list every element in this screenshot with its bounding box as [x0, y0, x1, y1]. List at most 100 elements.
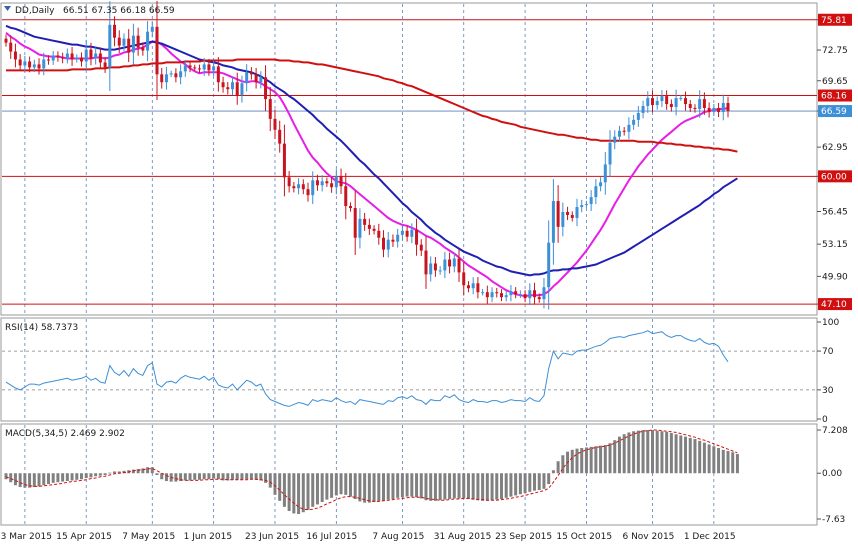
macd-histogram-bar	[80, 473, 84, 480]
candle-body	[448, 259, 452, 267]
macd-histogram-bar	[551, 470, 555, 474]
macd-histogram-bar	[249, 473, 253, 480]
candle-body	[37, 64, 41, 69]
candle-body	[551, 201, 555, 243]
candle-body	[693, 107, 697, 109]
chevron-down-icon[interactable]	[4, 6, 11, 11]
macd-histogram-bar	[462, 473, 466, 499]
macd-histogram-bar	[56, 473, 60, 483]
macd-histogram-bar	[65, 473, 69, 482]
macd-histogram-bar	[712, 446, 716, 474]
candle-body	[70, 53, 74, 60]
macd-histogram-bar	[537, 473, 541, 491]
macd-title: MACD(5,34,5) 2.469 2.902	[5, 429, 125, 439]
macd-histogram-bar	[707, 444, 711, 474]
macd-histogram-bar	[13, 473, 17, 486]
candle-body	[674, 98, 678, 108]
macd-histogram-bar	[315, 473, 319, 505]
candle-body	[188, 65, 192, 68]
macd-histogram-bar	[273, 473, 277, 495]
candle-body	[65, 53, 69, 59]
x-tick-label: 23 Sep 2015	[495, 532, 552, 542]
candle-body	[570, 214, 574, 218]
macd-histogram-bar	[146, 467, 150, 474]
macd-histogram-bar	[570, 449, 574, 474]
candle-body	[32, 64, 36, 68]
candle-body	[51, 55, 55, 61]
macd-histogram-bar	[542, 473, 546, 489]
candle-body	[348, 206, 352, 209]
candle-body	[306, 189, 310, 196]
macd-histogram-bar	[613, 440, 617, 474]
level-price-label: 68.16	[821, 92, 847, 102]
macd-histogram-bar	[28, 473, 32, 488]
macd-histogram-bar	[231, 473, 235, 480]
candle-body	[84, 49, 88, 62]
macd-histogram-bar	[646, 430, 650, 474]
candle-body	[249, 72, 253, 75]
ohlc-readout: 66.51 67.35 66.18 66.59	[63, 6, 175, 16]
candle-body	[617, 130, 621, 137]
macd-histogram-bar	[429, 473, 433, 501]
macd-histogram-bar	[424, 473, 428, 501]
macd-histogram-bar	[509, 473, 513, 497]
macd-histogram-bar	[344, 473, 348, 495]
candle-body	[330, 183, 334, 188]
macd-histogram-bar	[32, 473, 36, 488]
candle-body	[509, 291, 513, 296]
x-tick-label: 1 Dec 2015	[684, 532, 736, 542]
candle-body	[353, 208, 357, 238]
candle-body	[627, 124, 631, 132]
macd-histogram-bar	[679, 435, 683, 474]
macd-histogram-bar	[188, 473, 192, 481]
macd-histogram-bar	[622, 434, 626, 474]
candle-body	[174, 73, 178, 78]
candle-body	[245, 72, 249, 84]
macd-histogram-bar	[688, 437, 692, 474]
candle-body	[499, 293, 503, 298]
macd-histogram-bar	[410, 473, 414, 497]
candle-body	[726, 103, 730, 111]
candle-body	[122, 38, 126, 46]
candle-body	[136, 35, 140, 48]
macd-histogram-bar	[235, 473, 239, 480]
macd-histogram-bar	[108, 472, 112, 474]
candle-body	[113, 24, 117, 38]
macd-histogram-bar	[348, 473, 352, 497]
candle-body	[457, 258, 461, 273]
macd-histogram-bar	[160, 473, 164, 480]
candle-body	[462, 272, 466, 286]
candle-body	[660, 96, 664, 102]
macd-histogram-bar	[674, 434, 678, 474]
macd-histogram-bar	[438, 473, 442, 501]
macd-histogram-bar	[245, 473, 249, 480]
macd-histogram-bar	[207, 473, 211, 480]
macd-histogram-bar	[547, 473, 551, 485]
macd-histogram-bar	[4, 473, 8, 480]
macd-histogram-bar	[46, 473, 50, 485]
x-tick-label: 1 Jun 2015	[184, 532, 232, 542]
macd-histogram-bar	[131, 469, 135, 474]
macd-panel: 7.208 0.00 -7.63	[4, 426, 848, 525]
macd-histogram-bar	[726, 451, 730, 474]
candle-body	[636, 112, 640, 120]
candle-body	[443, 259, 447, 271]
macd-histogram-bar	[117, 471, 121, 474]
macd-histogram-bar	[669, 433, 673, 474]
macd-histogram-bar	[735, 454, 739, 474]
y-tick-label: 56.45	[822, 207, 848, 217]
macd-histogram-bar	[632, 431, 636, 474]
level-price-tag	[818, 89, 852, 102]
current-price-label: 66.59	[821, 107, 847, 117]
candle-body	[259, 77, 263, 83]
candle-body	[490, 292, 494, 298]
macd-histogram-bar	[197, 473, 201, 480]
macd-histogram-bar	[594, 446, 598, 474]
candle-body	[146, 31, 150, 51]
candle-body	[438, 270, 442, 272]
candle-body	[665, 96, 669, 105]
macd-histogram-bar	[98, 473, 102, 476]
chart-header: DD,Daily 66.51 67.35 66.18 66.59	[4, 6, 175, 16]
macd-histogram-bar	[278, 473, 282, 501]
